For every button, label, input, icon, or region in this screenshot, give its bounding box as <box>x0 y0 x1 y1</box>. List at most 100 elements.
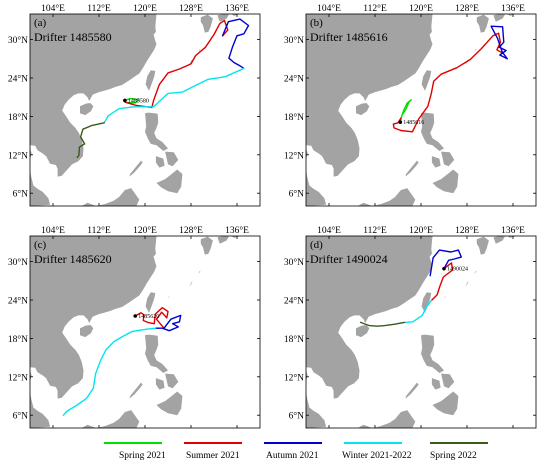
land-malay-peninsula <box>30 370 51 428</box>
lon-tick-label: 112°E <box>363 225 387 236</box>
lon-tick-label: 128°E <box>179 3 203 14</box>
land-visayas-a <box>155 156 165 168</box>
land-borneo <box>81 188 140 206</box>
legend-label: Spring 2022 <box>430 451 477 461</box>
lon-tick-label: 112°E <box>87 225 111 236</box>
track-summer-2021 <box>134 307 169 329</box>
land-ryukyu-1 <box>189 281 193 288</box>
lat-tick-label: 24°N <box>8 74 28 85</box>
map-area: 1490024 <box>306 236 536 428</box>
drifter-track: 1485580 <box>76 18 250 159</box>
track-summer-2021 <box>124 19 229 109</box>
land-layer <box>306 14 536 206</box>
land-malay-peninsula <box>306 148 327 206</box>
lat-tick-label: 18°N <box>284 334 304 345</box>
land-hainan <box>356 325 370 338</box>
lon-tick-label: 128°E <box>455 225 479 236</box>
lat-tick-label: 18°N <box>8 334 28 345</box>
panel-d: 1490024 104°E 112°E 120°E 128°E 136°E 30°N 24°… <box>284 225 537 429</box>
land-palawan <box>405 160 419 177</box>
lat-tick-label: 30°N <box>284 257 304 268</box>
drifter-track: 1485620 <box>62 307 182 416</box>
land-ryukyu-2 <box>198 48 201 52</box>
lon-tick-label: 120°E <box>133 225 157 236</box>
track-spring-2022 <box>359 321 405 327</box>
lon-tick-label: 120°E <box>133 3 157 14</box>
land-visayas-b <box>165 373 179 389</box>
track-summer-2021 <box>392 32 504 133</box>
land-kyushu <box>476 236 489 255</box>
land-ryukyu-3 <box>168 296 170 299</box>
drifter-id-label: 1485620 <box>138 314 159 320</box>
legend-item-summer-2021: Summer 2021 <box>184 442 242 461</box>
land-ryukyu-3 <box>444 296 446 299</box>
legend-item-autumn-2021: Autumn 2021 <box>264 442 322 461</box>
land-hainan <box>356 103 370 116</box>
land-luzon <box>145 112 168 151</box>
map-area: 1485620 <box>30 236 260 428</box>
lon-tick-label: 120°E <box>409 225 433 236</box>
land-borneo <box>357 410 416 428</box>
lon-tick-label: 104°E <box>317 3 341 14</box>
land-hainan <box>80 103 94 116</box>
map-area: 1485616 <box>306 14 536 206</box>
lon-tick-label: 128°E <box>455 3 479 14</box>
land-mindanao <box>432 169 459 194</box>
lat-tick-label: 6°N <box>289 189 305 200</box>
start-point-marker <box>398 120 403 124</box>
lat-tick-label: 24°N <box>284 74 304 85</box>
land-visayas-b <box>441 151 455 167</box>
land-ryukyu-2 <box>198 270 201 274</box>
land-visayas-b <box>165 151 179 167</box>
drifter-title: Drifter 1490024 <box>310 252 388 266</box>
lat-tick-label: 12°N <box>8 150 28 161</box>
legend-label: Autumn 2021 <box>266 451 319 461</box>
land-luzon <box>421 112 444 151</box>
land-kyushu <box>476 14 489 33</box>
panel-label: (a) <box>34 17 47 29</box>
land-kyushu <box>200 236 213 255</box>
drifter-id-label: 1485616 <box>403 120 424 126</box>
lon-tick-label: 112°E <box>363 3 387 14</box>
axis-ticks: 104°E 112°E 120°E 128°E 136°E 30°N 24°N 18°N 12°… <box>8 225 260 428</box>
legend-label: Spring 2021 <box>119 451 166 461</box>
land-malay-peninsula <box>306 370 327 428</box>
land-honshu <box>484 14 536 16</box>
lat-tick-label: 6°N <box>13 411 29 422</box>
land-mainland-asia <box>30 236 157 399</box>
lon-tick-label: 136°E <box>225 225 249 236</box>
land-ryukyu-2 <box>474 48 477 52</box>
drifter-title: Drifter 1485580 <box>34 30 112 44</box>
land-honshu <box>484 236 536 238</box>
track-spring-2021 <box>399 99 412 123</box>
map-area: 1485580 <box>30 14 260 206</box>
land-mainland-asia <box>306 236 433 399</box>
track-autumn-2021 <box>221 18 250 70</box>
drifter-track: 1485616 <box>392 25 508 133</box>
lon-tick-label: 104°E <box>317 225 341 236</box>
lat-tick-label: 6°N <box>13 189 29 200</box>
track-spring-2022 <box>76 122 105 159</box>
panel-c: 1485620 104°E 112°E 120°E 128°E 136°E 30°N 24°… <box>8 225 261 429</box>
drifter-id-label: 1490024 <box>447 267 468 273</box>
land-borneo <box>81 410 140 428</box>
land-shikoku <box>493 14 505 22</box>
land-ryukyu-3 <box>168 74 170 77</box>
lat-tick-label: 18°N <box>284 112 304 123</box>
track-autumn-2021 <box>429 249 462 277</box>
start-point-marker <box>123 98 127 103</box>
land-taiwan <box>145 70 156 91</box>
lon-tick-label: 136°E <box>225 3 249 14</box>
land-hainan <box>80 325 94 338</box>
land-ryukyu-3 <box>444 74 446 77</box>
track-summer-2021 <box>430 262 454 302</box>
start-point-marker <box>442 266 446 271</box>
land-honshu <box>208 236 260 238</box>
lon-tick-label: 136°E <box>501 225 525 236</box>
land-mainland-asia <box>306 14 433 177</box>
track-spring-2021 <box>124 97 140 104</box>
land-shikoku <box>217 14 229 22</box>
panel-label: (c) <box>34 239 47 251</box>
panel-a: 1485580 104°E 112°E 120°E 128°E 136°E 30°N 24°… <box>8 3 261 207</box>
lat-tick-label: 24°N <box>284 296 304 307</box>
